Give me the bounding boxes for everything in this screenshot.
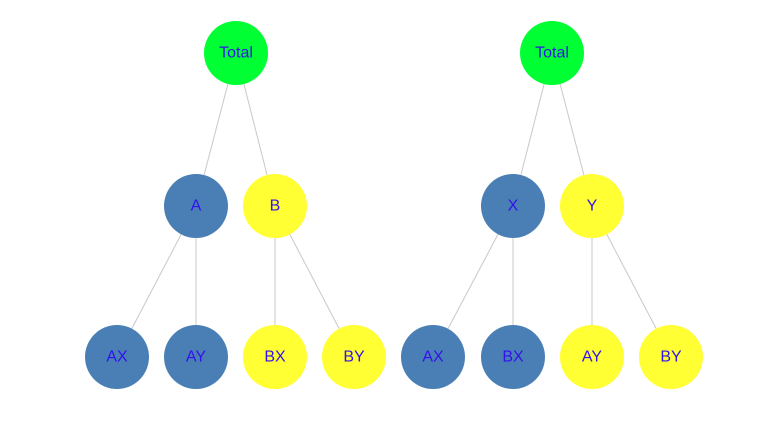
- edge-tree0-b-by: [289, 234, 340, 329]
- node-tree1-root-total-circle: [520, 21, 584, 85]
- edge-tree0-a-ax: [131, 234, 182, 329]
- node-tree0-a-circle: [164, 174, 228, 238]
- node-tree0-root-total: Total: [204, 21, 268, 85]
- node-tree1-root-total-label: Total: [535, 45, 569, 62]
- node-tree0-leaf-bx-label: BX: [264, 349, 286, 366]
- node-tree1-leaf-ax-circle: [401, 325, 465, 389]
- node-tree1-leaf-ax-label: AX: [422, 349, 444, 366]
- node-tree0-a: A: [164, 174, 228, 238]
- node-tree1-leaf-ay: AY: [560, 325, 624, 389]
- edge-tree0-root-b: [243, 83, 268, 176]
- node-tree1-leaf-ax: AX: [401, 325, 465, 389]
- edge-tree1-y-by: [606, 234, 657, 329]
- node-tree0-b: B: [243, 174, 307, 238]
- node-tree0-leaf-ay-circle: [164, 325, 228, 389]
- node-tree0-leaf-ax-circle: [85, 325, 149, 389]
- node-tree1-y-label: Y: [587, 198, 598, 215]
- node-tree0-leaf-ay-label: AY: [186, 349, 206, 366]
- node-tree1-leaf-bx: BX: [481, 325, 545, 389]
- node-tree0-leaf-by-circle: [322, 325, 386, 389]
- node-tree1-x-circle: [481, 174, 545, 238]
- node-tree1-leaf-by-label: BY: [660, 349, 682, 366]
- node-tree1-y-circle: [560, 174, 624, 238]
- node-tree0-b-circle: [243, 174, 307, 238]
- node-tree0-b-label: B: [270, 198, 281, 215]
- node-tree0-leaf-bx: BX: [243, 325, 307, 389]
- node-tree0-leaf-bx-circle: [243, 325, 307, 389]
- node-tree1-y: Y: [560, 174, 624, 238]
- node-tree0-root-total-label: Total: [219, 45, 253, 62]
- edge-tree1-x-ax: [447, 234, 499, 329]
- edges-layer: [131, 83, 657, 329]
- nodes-layer: Total A AX AY B BX BY Total X AX BX Y AY BY: [85, 21, 703, 389]
- node-tree0-leaf-ax: AX: [85, 325, 149, 389]
- node-tree1-root-total: Total: [520, 21, 584, 85]
- edge-tree1-root-y: [559, 83, 585, 176]
- node-tree0-leaf-ay: AY: [164, 325, 228, 389]
- node-tree1-leaf-ay-label: AY: [582, 349, 602, 366]
- node-tree1-leaf-ay-circle: [560, 325, 624, 389]
- edge-tree1-root-x: [520, 83, 545, 176]
- node-tree0-leaf-ax-label: AX: [106, 349, 128, 366]
- node-tree1-leaf-bx-label: BX: [502, 349, 524, 366]
- node-tree1-leaf-bx-circle: [481, 325, 545, 389]
- edge-tree0-root-a: [203, 83, 229, 176]
- node-tree1-leaf-by-circle: [639, 325, 703, 389]
- node-tree1-leaf-by: BY: [639, 325, 703, 389]
- node-tree1-x: X: [481, 174, 545, 238]
- node-tree0-root-total-circle: [204, 21, 268, 85]
- node-tree0-leaf-by: BY: [322, 325, 386, 389]
- node-tree1-x-label: X: [508, 198, 519, 215]
- node-tree0-a-label: A: [191, 198, 202, 215]
- node-tree0-leaf-by-label: BY: [343, 349, 365, 366]
